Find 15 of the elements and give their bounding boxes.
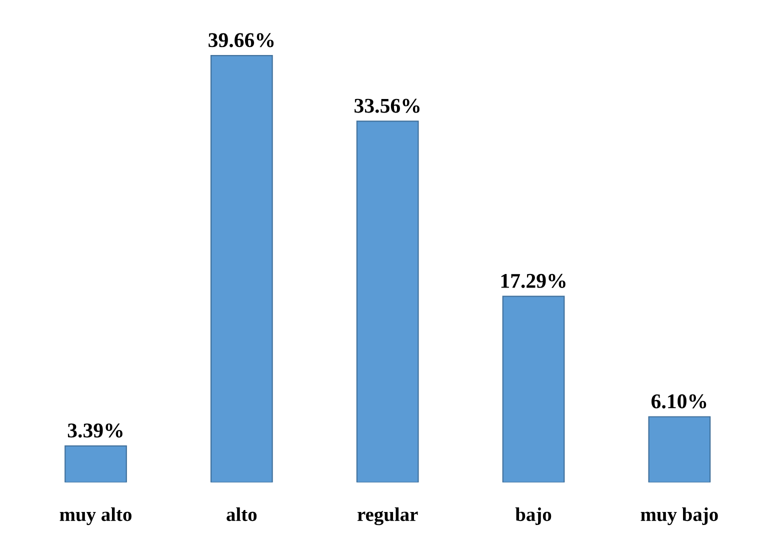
bar	[64, 445, 127, 482]
bar	[356, 120, 419, 482]
data-label: 3.39%	[68, 423, 122, 438]
x-tick-label: alto	[226, 507, 257, 522]
bar	[648, 416, 711, 482]
x-tick-label: regular	[358, 507, 418, 526]
data-label: 39.66%	[208, 33, 274, 48]
data-label: 17.29%	[501, 274, 566, 288]
x-tick-label: bajo	[515, 507, 552, 526]
bar	[210, 55, 273, 482]
x-tick-label: muy alto	[60, 507, 132, 526]
data-label: 33.56%	[354, 98, 420, 113]
data-label: 6.10%	[652, 394, 706, 408]
x-tick-label: muy bajo	[640, 507, 718, 526]
bar	[502, 296, 565, 482]
